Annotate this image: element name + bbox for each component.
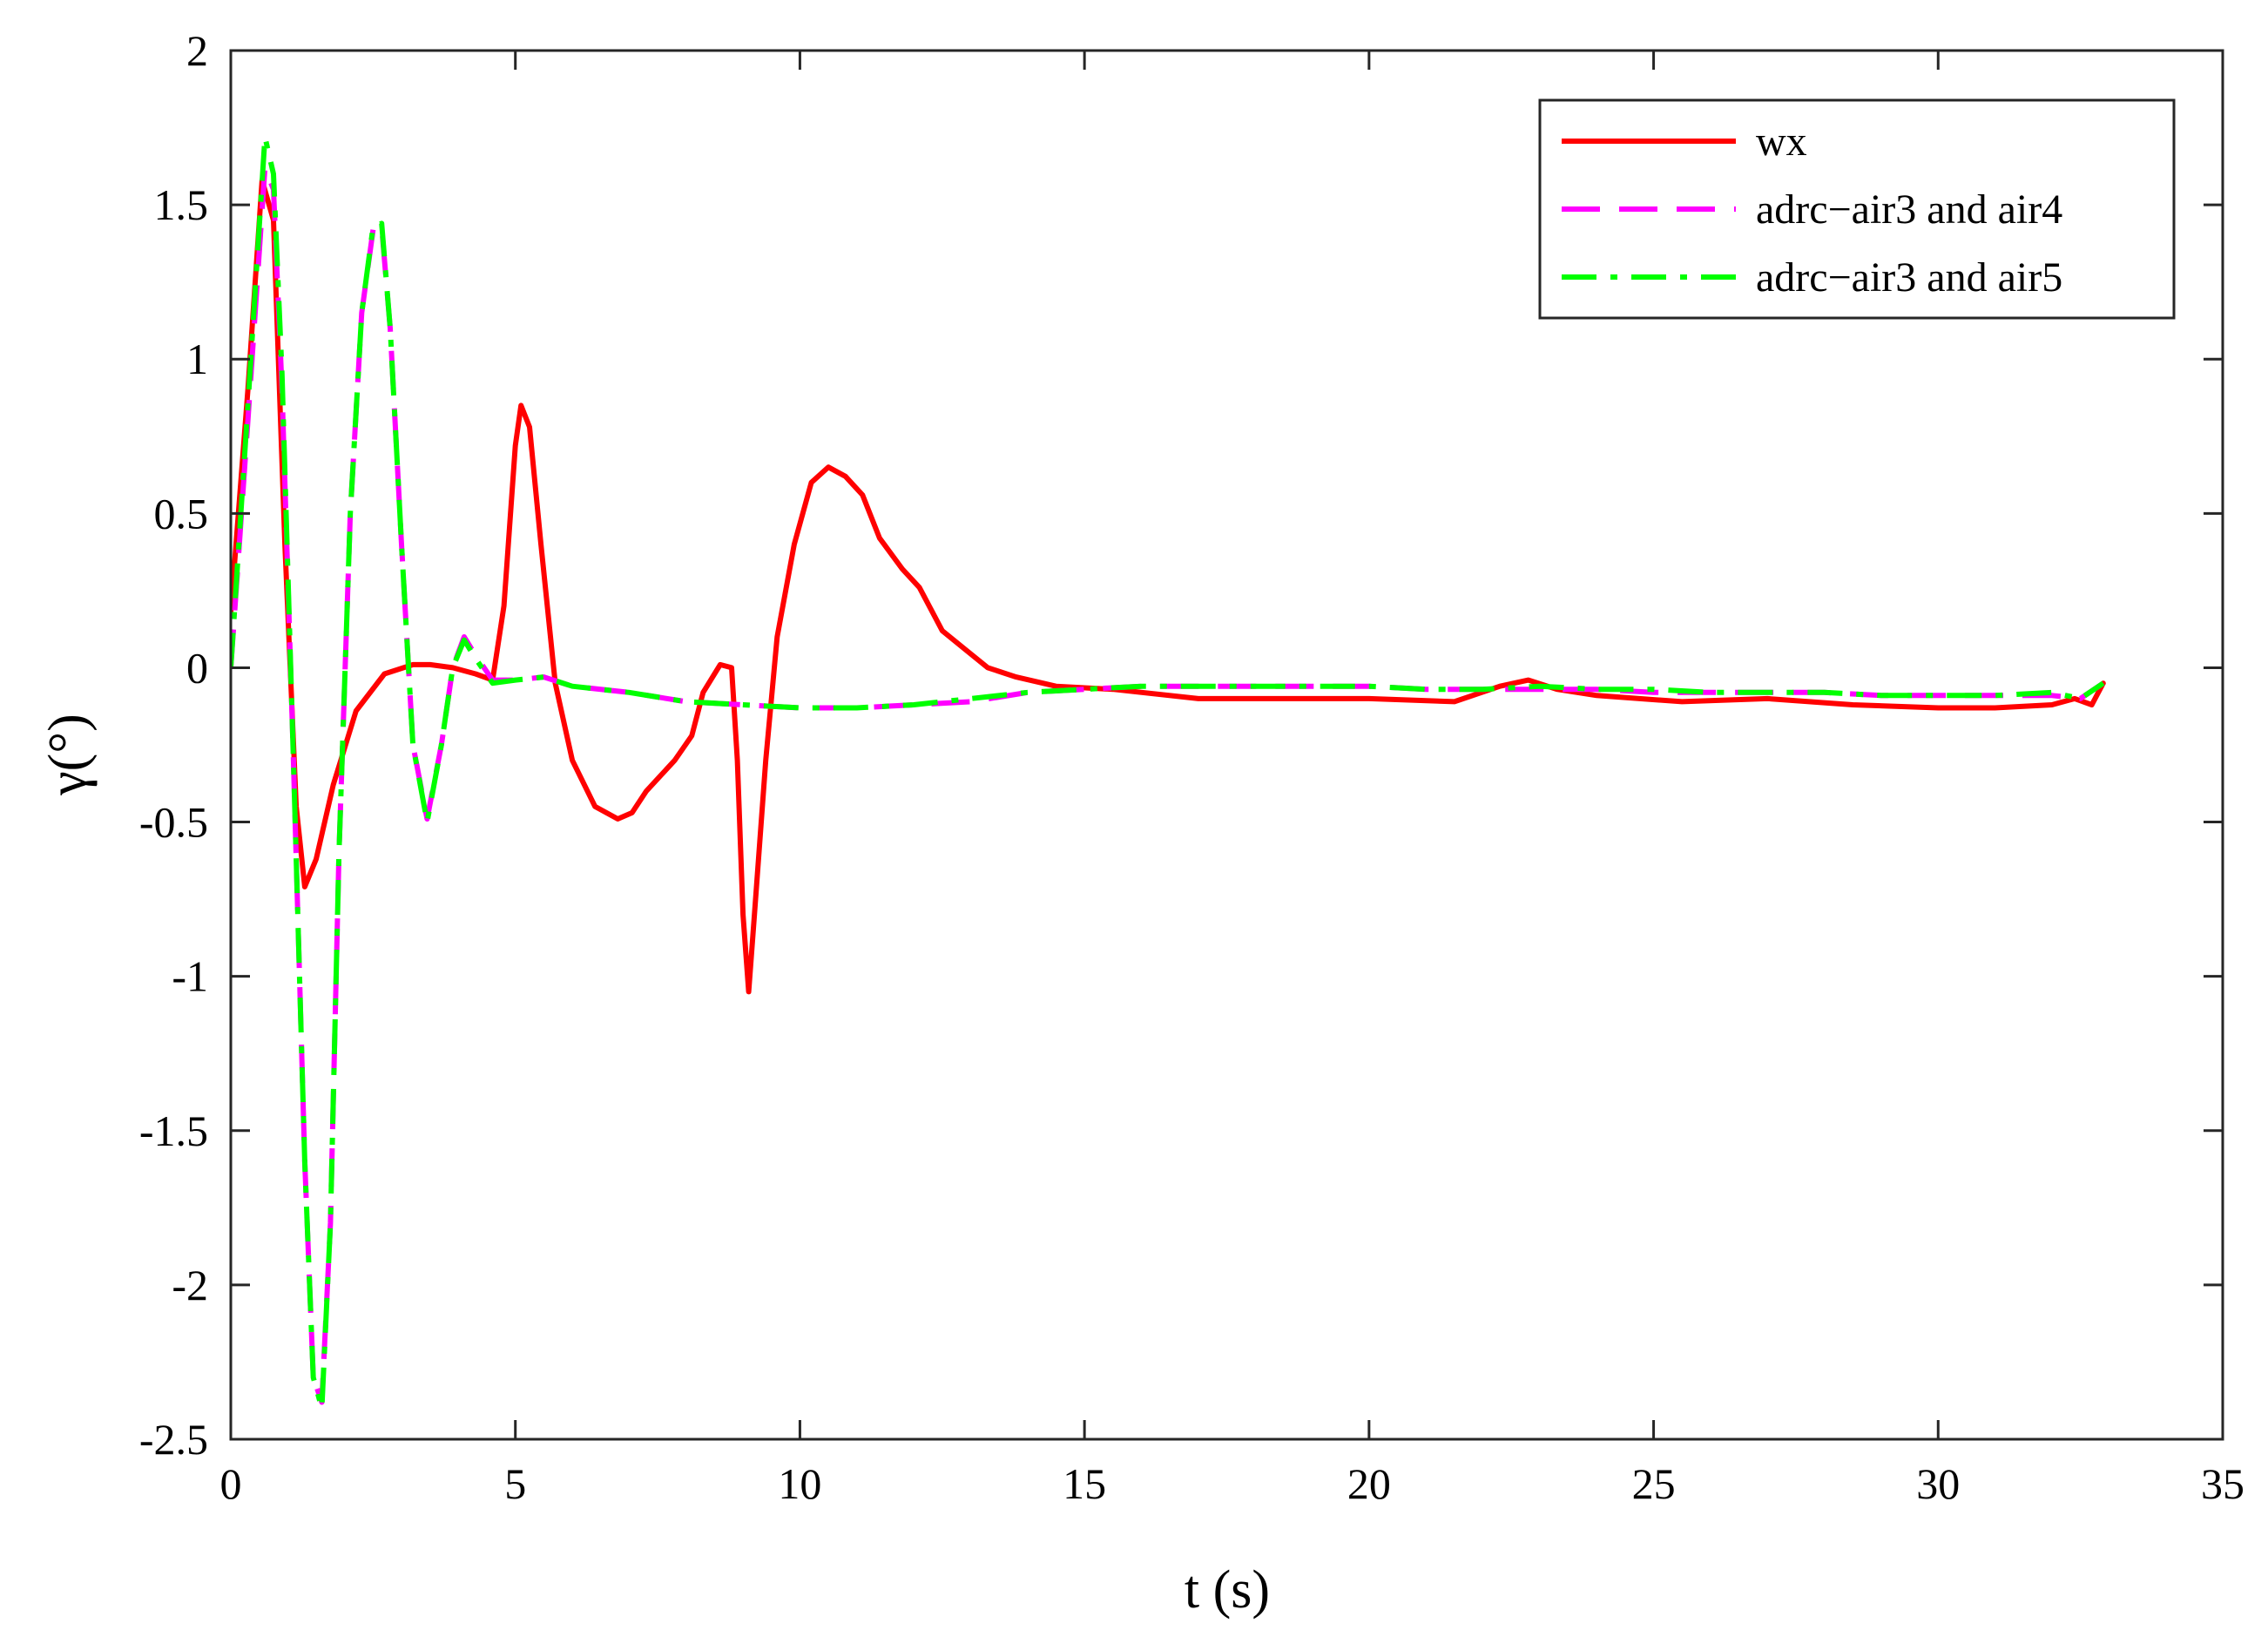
- y-tick-label: -0.5: [139, 798, 208, 847]
- labels-layer: t (s) γ(°): [38, 714, 1270, 1620]
- y-tick-label: 1: [186, 335, 208, 383]
- x-tick-label: 20: [1347, 1459, 1391, 1508]
- series-line-3: [231, 134, 2105, 1411]
- y-tick-label: 0: [186, 643, 208, 692]
- x-tick-label: 30: [1916, 1459, 1960, 1508]
- x-tick-label: 5: [504, 1459, 526, 1508]
- y-tick-label: 0.5: [154, 489, 209, 538]
- series-layer: [231, 134, 2106, 1411]
- y-tick-label: -2: [172, 1261, 208, 1309]
- axes-layer: 0 5 10 15 20 25 30 35 2 1.5 1 0.5 0 -0.5 -1 -1.5 -2 -2.5: [139, 26, 2244, 1508]
- legend-label-2: adrc−air3 and air4: [1756, 186, 2062, 233]
- y-tick-label: 1.5: [154, 180, 209, 229]
- y-tick-label: -1: [172, 952, 208, 1001]
- series-line-1: [231, 177, 2106, 995]
- legend-label-1: wx: [1756, 118, 1807, 165]
- x-axis-title: t (s): [1185, 1560, 1270, 1620]
- legend: wx adrc−air3 and air4 adrc−air3 and air5: [1538, 98, 2176, 320]
- series-line-2: [231, 165, 2105, 1405]
- legend-label-3: adrc−air3 and air5: [1756, 254, 2062, 301]
- y-axis-title: γ(°): [38, 714, 98, 795]
- y-tick-label: 2: [186, 26, 208, 75]
- y-tick-label: -2.5: [139, 1415, 208, 1464]
- x-tick-label: 35: [2201, 1459, 2244, 1508]
- x-tick-label: 25: [1632, 1459, 1676, 1508]
- axes-frame: [229, 49, 2224, 1441]
- y-tick-label: -1.5: [139, 1106, 208, 1155]
- x-tick-label: 0: [220, 1459, 242, 1508]
- x-tick-label: 15: [1063, 1459, 1106, 1508]
- x-tick-label: 10: [778, 1459, 821, 1508]
